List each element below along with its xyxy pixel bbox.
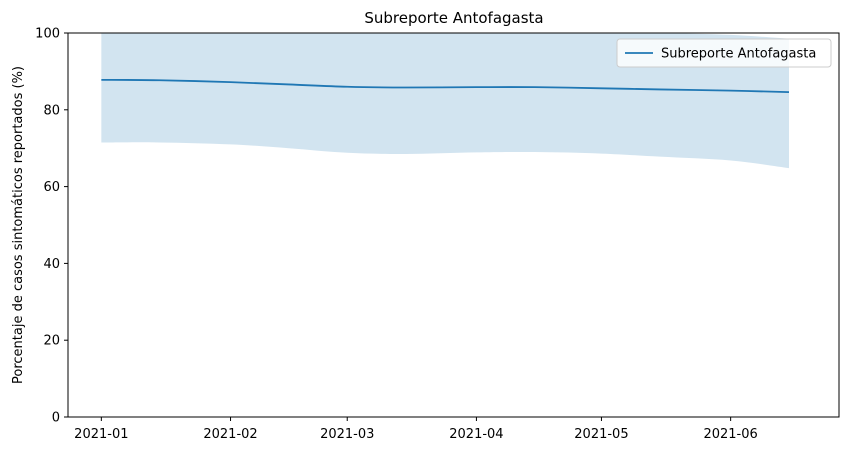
plot-area: 0 20 40 60 80 100 2021-01 2021-02 2021-03 2021-04… [35,27,840,442]
x-tick-label: 2021-03 [320,427,374,442]
y-tick-label: 20 [43,334,60,349]
series-line-1 [101,78,790,94]
confidence-band-1 [101,32,789,169]
x-tick-label: 2021-01 [74,427,128,442]
x-tick-label: 2021-05 [574,427,628,442]
x-tick-label: 2021-06 [703,427,757,442]
legend-box [616,38,832,68]
y-tick-label: 80 [43,103,60,118]
y-tick-label: 60 [43,180,60,195]
y-axis-title: Porcentaje de casos sintomáticos reporta… [11,66,26,384]
plot-frame [67,32,840,418]
chart-title: Subreporte Antofagasta [364,9,543,27]
legend-label: Subreporte Antofagasta [661,47,816,62]
y-tick-label: 0 [52,411,60,426]
legend: Subreporte Antofagasta [616,38,832,68]
y-tick-label: 100 [35,27,60,42]
y-tick-label: 40 [43,257,60,272]
x-tick-label: 2021-04 [449,427,503,442]
x-tick-label: 2021-02 [203,427,257,442]
